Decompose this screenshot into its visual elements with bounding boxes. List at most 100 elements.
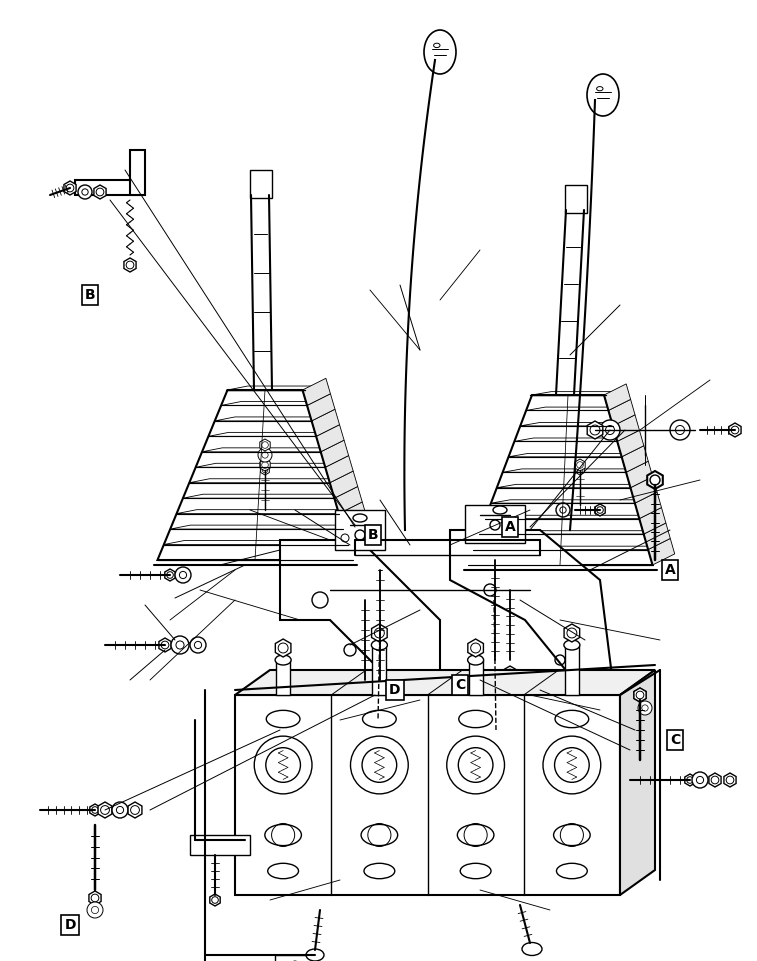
- Polygon shape: [260, 465, 269, 475]
- Ellipse shape: [564, 640, 580, 650]
- Polygon shape: [631, 477, 657, 504]
- Polygon shape: [587, 421, 603, 439]
- Circle shape: [670, 420, 690, 440]
- Polygon shape: [575, 465, 584, 475]
- Polygon shape: [98, 802, 112, 818]
- Polygon shape: [564, 624, 580, 642]
- Polygon shape: [620, 670, 655, 895]
- Circle shape: [638, 701, 652, 715]
- Polygon shape: [280, 540, 440, 700]
- Text: D: D: [64, 918, 76, 932]
- Bar: [335, 510, 385, 550]
- Ellipse shape: [493, 506, 507, 514]
- Polygon shape: [339, 502, 367, 530]
- Bar: [276, 660, 290, 695]
- Circle shape: [78, 185, 92, 199]
- Polygon shape: [326, 456, 354, 482]
- Ellipse shape: [364, 863, 394, 878]
- Polygon shape: [575, 459, 585, 471]
- Ellipse shape: [265, 825, 301, 846]
- Polygon shape: [621, 446, 648, 472]
- Ellipse shape: [353, 514, 367, 522]
- Polygon shape: [348, 532, 376, 560]
- Circle shape: [543, 736, 601, 794]
- Polygon shape: [183, 494, 360, 498]
- Circle shape: [87, 902, 103, 918]
- Polygon shape: [485, 515, 664, 519]
- Polygon shape: [195, 463, 351, 467]
- Text: B: B: [85, 288, 95, 302]
- Polygon shape: [595, 504, 605, 516]
- Circle shape: [600, 420, 620, 440]
- Polygon shape: [128, 802, 142, 818]
- Polygon shape: [64, 181, 76, 195]
- Text: C: C: [670, 733, 680, 747]
- Bar: [275, 955, 315, 961]
- Polygon shape: [647, 471, 663, 489]
- Polygon shape: [635, 492, 662, 519]
- Polygon shape: [634, 688, 646, 702]
- Polygon shape: [221, 402, 333, 406]
- Polygon shape: [532, 392, 628, 395]
- Polygon shape: [468, 639, 484, 657]
- Bar: [469, 660, 483, 695]
- Polygon shape: [316, 425, 344, 452]
- Polygon shape: [359, 688, 371, 702]
- Polygon shape: [491, 500, 659, 504]
- Polygon shape: [685, 774, 695, 786]
- Ellipse shape: [424, 30, 456, 74]
- Polygon shape: [473, 546, 672, 550]
- Polygon shape: [189, 479, 356, 482]
- Polygon shape: [228, 386, 329, 390]
- Ellipse shape: [555, 710, 589, 727]
- Ellipse shape: [553, 825, 590, 846]
- Polygon shape: [729, 423, 741, 437]
- Circle shape: [112, 802, 128, 818]
- Polygon shape: [176, 509, 365, 513]
- Polygon shape: [709, 773, 721, 787]
- Polygon shape: [503, 469, 650, 472]
- Ellipse shape: [468, 655, 484, 665]
- Polygon shape: [276, 639, 291, 657]
- Polygon shape: [159, 638, 171, 652]
- Polygon shape: [215, 417, 338, 421]
- Ellipse shape: [460, 863, 491, 878]
- Bar: [250, 170, 272, 198]
- Polygon shape: [520, 423, 637, 426]
- Circle shape: [175, 567, 191, 583]
- Text: A: A: [505, 520, 516, 534]
- Polygon shape: [479, 530, 668, 534]
- Polygon shape: [643, 523, 670, 550]
- Circle shape: [254, 736, 312, 794]
- Ellipse shape: [275, 655, 291, 665]
- Polygon shape: [515, 438, 642, 441]
- Bar: [565, 185, 587, 213]
- Polygon shape: [634, 688, 646, 702]
- Polygon shape: [617, 431, 644, 456]
- Polygon shape: [202, 448, 347, 452]
- Bar: [372, 645, 386, 695]
- Ellipse shape: [522, 943, 542, 955]
- Polygon shape: [260, 439, 270, 451]
- Polygon shape: [164, 541, 374, 545]
- Ellipse shape: [372, 640, 388, 650]
- Bar: [465, 505, 525, 543]
- Ellipse shape: [266, 710, 300, 727]
- Polygon shape: [165, 569, 175, 581]
- Polygon shape: [613, 415, 640, 441]
- Polygon shape: [208, 432, 342, 436]
- Polygon shape: [260, 459, 270, 471]
- Ellipse shape: [306, 949, 324, 961]
- Polygon shape: [210, 894, 220, 906]
- Polygon shape: [312, 409, 340, 436]
- Polygon shape: [330, 471, 358, 498]
- Ellipse shape: [556, 863, 587, 878]
- Circle shape: [447, 736, 504, 794]
- Ellipse shape: [363, 710, 396, 727]
- Polygon shape: [321, 440, 349, 467]
- Polygon shape: [450, 530, 615, 700]
- Bar: [565, 645, 579, 695]
- Polygon shape: [639, 507, 666, 534]
- Polygon shape: [509, 454, 646, 456]
- Polygon shape: [344, 517, 372, 545]
